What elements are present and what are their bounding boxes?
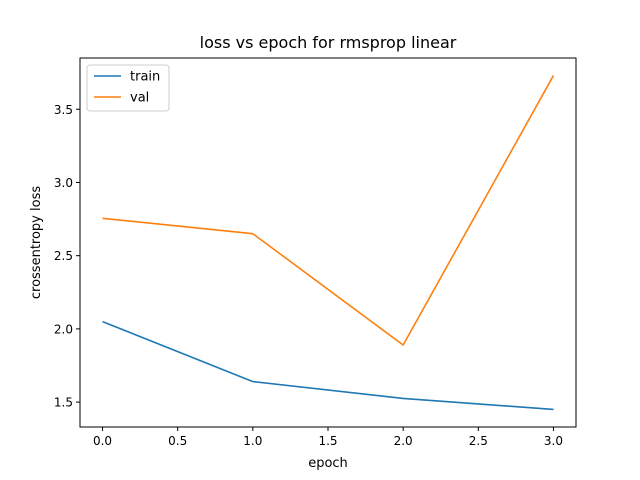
y-tick-label: 3.0 [54,176,73,190]
y-axis-ticks: 1.5 2.0 2.5 3.0 3.5 [54,103,80,410]
y-axis-label: crossentropy loss [29,186,44,299]
y-tick-label: 3.5 [54,103,73,117]
y-tick-label: 2.0 [54,322,73,336]
x-tick-label: 1.0 [243,434,262,448]
x-tick-label: 1.5 [318,434,337,448]
chart-title: loss vs epoch for rmsprop linear [200,33,457,52]
series-lines [102,75,555,411]
axes-frame [79,57,577,428]
x-tick-label: 2.0 [394,434,413,448]
x-tick-label: 0.0 [93,434,112,448]
legend: train val [86,64,170,112]
series-line-train [102,320,554,411]
plot-area [79,57,577,428]
y-tick-label: 1.5 [54,396,73,410]
x-tick-label: 2.5 [469,434,488,448]
x-tick-label: 0.5 [168,434,187,448]
x-axis-label: epoch [308,456,348,471]
series-line-val [102,75,555,346]
legend-label-val: val [130,91,149,106]
x-axis-ticks: 0.0 0.5 1.0 1.5 2.0 2.5 3.0 [93,427,563,448]
legend-label-train: train [130,70,160,85]
y-tick-label: 2.5 [54,249,73,263]
x-tick-label: 3.0 [544,434,563,448]
